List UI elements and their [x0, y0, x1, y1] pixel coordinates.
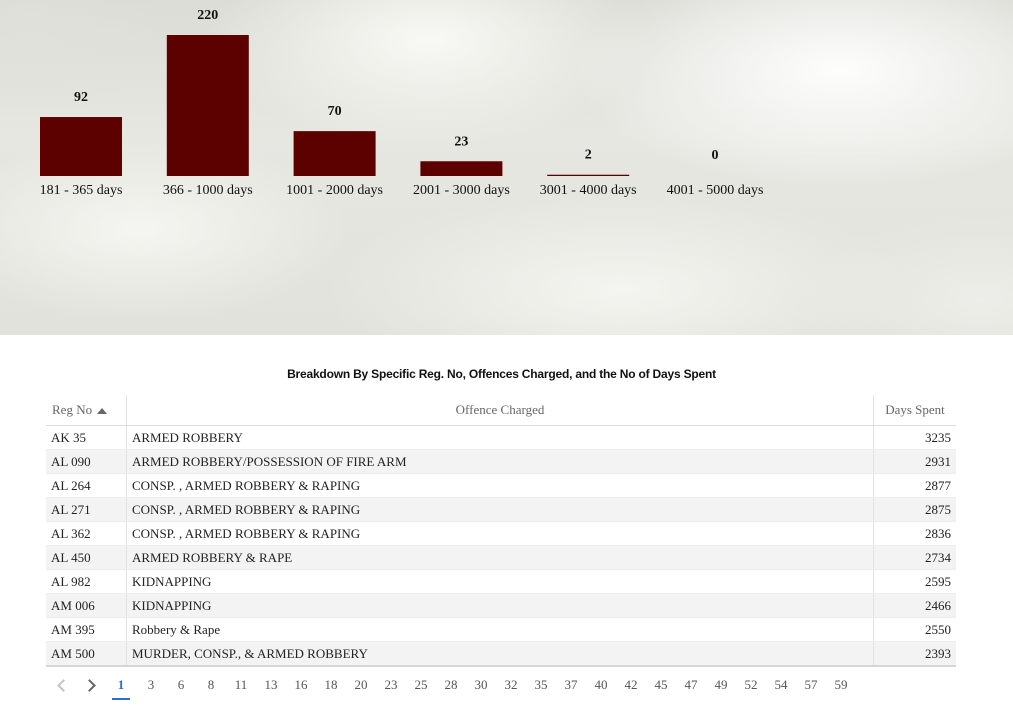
reg-no-cell: AM 395 [46, 617, 127, 642]
bar-category-label: 4001 - 5000 days [667, 183, 764, 198]
pagination: 1 3 6 8 11 13 16 18 20 23 25 28 30 32 35 37 40 42 45 47 49 52… [46, 672, 956, 700]
days-spent-cell: 3235 [873, 425, 956, 450]
page-number-11[interactable]: 11 [234, 677, 248, 692]
bar[interactable] [40, 117, 122, 176]
reg-no-cell: AL 271 [46, 497, 127, 522]
chevron-right-icon [82, 678, 96, 692]
page-number-6[interactable]: 6 [177, 677, 185, 692]
table-row[interactable]: AK 35 ARMED ROBBERY 3235 [46, 425, 956, 450]
days-spent-cell: 2550 [873, 617, 956, 642]
page-number-1[interactable]: 1 [106, 673, 136, 700]
page-number-37[interactable]: 37 [564, 677, 578, 692]
offence-cell: Robbery & Rape [126, 617, 874, 642]
page-number-20[interactable]: 20 [354, 677, 368, 692]
page-number-23[interactable]: 23 [384, 677, 398, 692]
offence-cell: ARMED ROBBERY & RAPE [126, 545, 874, 570]
offence-cell: MURDER, CONSP., & ARMED ROBBERY [126, 641, 874, 667]
next-page-button[interactable] [76, 673, 106, 697]
table-body: AK 35 ARMED ROBBERY 3235 AL 090 ARMED ROBBER… [46, 425, 956, 667]
table-row[interactable]: AL 271 CONSP. , ARMED ROBBERY & RAPING 287… [46, 497, 956, 522]
page-number-32[interactable]: 32 [504, 677, 518, 692]
table-row[interactable]: AL 450 ARMED ROBBERY & RAPE 2734 [46, 545, 956, 570]
page-number-45[interactable]: 45 [654, 677, 668, 692]
offence-cell: KIDNAPPING [126, 569, 874, 594]
offence-cell: CONSP. , ARMED ROBBERY & RAPING [126, 521, 874, 546]
days-spent-cell: 2875 [873, 497, 956, 522]
reg-no-cell: AL 264 [46, 473, 127, 498]
sort-ascending-icon[interactable] [97, 408, 108, 415]
column-header-reg-no-label: Reg No [52, 402, 93, 417]
reg-no-cell: AK 35 [46, 425, 127, 450]
page-number-25[interactable]: 25 [414, 677, 428, 692]
days-spent-bar-chart: 92 181 - 365 days 220 366 - 1000 days 70 1001… [40, 8, 764, 198]
bar-value-label: 92 [74, 90, 88, 105]
bar[interactable] [547, 174, 630, 176]
page-number-28[interactable]: 28 [444, 677, 458, 692]
page-number-42[interactable]: 42 [624, 677, 638, 692]
bar[interactable] [166, 35, 249, 176]
chevron-left-icon [56, 678, 70, 692]
days-spent-cell: 2595 [873, 569, 956, 594]
table-row[interactable]: AL 982 KIDNAPPING 2595 [46, 569, 956, 594]
page-number-57[interactable]: 57 [804, 677, 818, 692]
bar-category-label: 181 - 365 days [40, 183, 123, 198]
bar-value-label: 220 [197, 8, 218, 23]
days-spent-cell: 2734 [873, 545, 956, 570]
page-number-49[interactable]: 49 [714, 677, 728, 692]
table-row[interactable]: AL 090 ARMED ROBBERY/POSSESSION OF FIRE A… [46, 449, 956, 474]
reg-no-cell: AM 006 [46, 593, 127, 618]
page-number-59[interactable]: 59 [834, 677, 848, 692]
page-number-52[interactable]: 52 [744, 677, 758, 692]
bar-value-label: 0 [712, 148, 719, 163]
page-number-47[interactable]: 47 [684, 677, 698, 692]
offence-cell: KIDNAPPING [126, 593, 874, 618]
inmate-breakdown-table: Reg No Offence Charged Days Spent AK 35 A… [46, 395, 956, 667]
table-row[interactable]: AM 006 KIDNAPPING 2466 [46, 593, 956, 618]
days-spent-cell: 2877 [873, 473, 956, 498]
column-header-days-spent[interactable]: Days Spent [873, 395, 956, 426]
table-header-row: Reg No Offence Charged Days Spent [46, 395, 956, 426]
page-number-18[interactable]: 18 [324, 677, 338, 692]
bar[interactable] [420, 161, 503, 176]
offence-cell: CONSP. , ARMED ROBBERY & RAPING [126, 497, 874, 522]
page-number-40[interactable]: 40 [594, 677, 608, 692]
page-number-16[interactable]: 16 [294, 677, 308, 692]
offence-cell: ARMED ROBBERY/POSSESSION OF FIRE ARM [126, 449, 874, 474]
bar-value-label: 70 [328, 104, 342, 119]
bar-value-label: 2 [585, 148, 592, 163]
bar-category-label: 2001 - 3000 days [413, 183, 510, 198]
offence-cell: CONSP. , ARMED ROBBERY & RAPING [126, 473, 874, 498]
offence-cell: ARMED ROBBERY [126, 425, 874, 450]
reg-no-cell: AL 362 [46, 521, 127, 546]
page-number-35[interactable]: 35 [534, 677, 548, 692]
bar-value-label: 23 [454, 134, 468, 149]
table-row[interactable]: AL 362 CONSP. , ARMED ROBBERY & RAPING 283… [46, 521, 956, 546]
page-number-list: 1 3 6 8 11 13 16 18 20 23 25 28 30 32 35 37 40 42 45 47 49 52… [106, 673, 856, 700]
reg-no-cell: AL 982 [46, 569, 127, 594]
page-number-13[interactable]: 13 [264, 677, 278, 692]
bar[interactable] [293, 131, 376, 176]
days-spent-cell: 2836 [873, 521, 956, 546]
page-number-30[interactable]: 30 [474, 677, 488, 692]
table-row[interactable]: AM 500 MURDER, CONSP., & ARMED ROBBERY 239… [46, 641, 956, 667]
table-row[interactable]: AL 264 CONSP. , ARMED ROBBERY & RAPING 287… [46, 473, 956, 498]
prev-page-button[interactable] [46, 673, 76, 697]
page-number-8[interactable]: 8 [207, 677, 215, 692]
reg-no-cell: AL 090 [46, 449, 127, 474]
column-header-reg-no[interactable]: Reg No [46, 395, 127, 426]
bar-category-label: 1001 - 2000 days [286, 183, 383, 198]
page-number-3[interactable]: 3 [147, 677, 155, 692]
reg-no-cell: AL 450 [46, 545, 127, 570]
bar-category-label: 3001 - 4000 days [540, 183, 637, 198]
days-spent-cell: 2931 [873, 449, 956, 474]
table-title: Breakdown By Specific Reg. No, Offences … [287, 367, 716, 381]
table-row[interactable]: AM 395 Robbery & Rape 2550 [46, 617, 956, 642]
bar-category-label: 366 - 1000 days [163, 183, 253, 198]
column-header-offence-charged[interactable]: Offence Charged [126, 395, 874, 426]
reg-no-cell: AM 500 [46, 641, 127, 667]
days-spent-cell: 2466 [873, 593, 956, 618]
page-number-54[interactable]: 54 [774, 677, 788, 692]
days-spent-cell: 2393 [873, 641, 956, 667]
